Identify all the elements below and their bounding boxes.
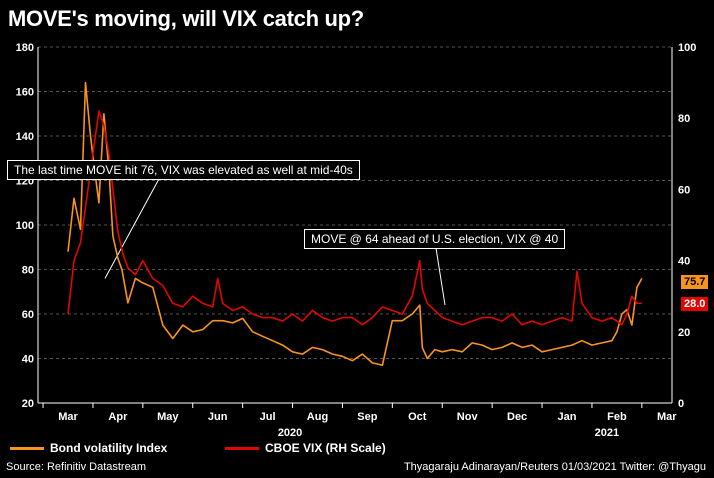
year-label-2020: 2020: [278, 427, 302, 439]
x-tick-label: Oct: [408, 411, 427, 423]
y-left-tick-label: 180: [16, 42, 34, 54]
legend-move: Bond volatility Index: [10, 441, 167, 455]
legend-move-swatch: [10, 447, 44, 451]
legend-vix-label: CBOE VIX (RH Scale): [265, 441, 386, 455]
source-note: Source: Refinitiv Datastream: [6, 461, 146, 473]
series-line-move: [67, 81, 643, 367]
y-left-tick-label: 60: [22, 309, 34, 321]
y-left-tick-label: 20: [22, 398, 34, 410]
vix-last-value-badge: 28.0: [681, 297, 709, 311]
x-tick-label: May: [157, 411, 179, 423]
year-label-2021: 2021: [595, 427, 619, 439]
y-left-tick-label: 100: [16, 220, 34, 232]
annotation-move-76: The last time MOVE hit 76, VIX was eleva…: [7, 160, 360, 180]
y-left-tick-label: 160: [16, 87, 34, 99]
move-last-value-badge: 75.7: [681, 275, 709, 289]
y-right-tick-label: 80: [678, 113, 690, 125]
x-tick-label: Aug: [307, 411, 328, 423]
x-tick-label: Apr: [108, 411, 128, 423]
chart-title: MOVE's moving, will VIX catch up?: [8, 6, 364, 31]
x-tick-label: Feb: [607, 411, 627, 423]
y-right-tick-label: 0: [678, 398, 684, 410]
annotation-pointer-move-76: [104, 176, 161, 279]
x-tick-label: Mar: [58, 411, 78, 423]
series-line-vix: [67, 110, 642, 326]
x-tick-label: Jun: [208, 411, 228, 423]
y-right-tick-label: 100: [678, 42, 696, 54]
y-right-tick-label: 20: [678, 327, 690, 339]
x-tick-label: Dec: [507, 411, 527, 423]
y-right-tick-label: 40: [678, 256, 690, 268]
legend-vix-swatch: [225, 447, 259, 451]
y-left-tick-label: 80: [22, 265, 34, 277]
x-tick-label: Sep: [357, 411, 377, 423]
x-tick-label: Jul: [260, 411, 276, 423]
legend-move-label: Bond volatility Index: [50, 441, 168, 455]
x-tick-label: Nov: [457, 411, 479, 423]
y-left-tick-label: 40: [22, 354, 34, 366]
x-tick-label: Mar: [657, 411, 677, 423]
annotation-pointer-election: [435, 247, 446, 306]
legend-vix: CBOE VIX (RH Scale): [225, 441, 386, 455]
y-right-tick-label: 60: [678, 184, 690, 196]
annotation-election: MOVE @ 64 ahead of U.S. election, VIX @ …: [304, 229, 566, 249]
y-left-tick-label: 140: [16, 131, 34, 143]
x-tick-label: Jan: [558, 411, 577, 423]
credit-note: Thyagaraju Adinarayan/Reuters 01/03/2021…: [403, 461, 706, 473]
